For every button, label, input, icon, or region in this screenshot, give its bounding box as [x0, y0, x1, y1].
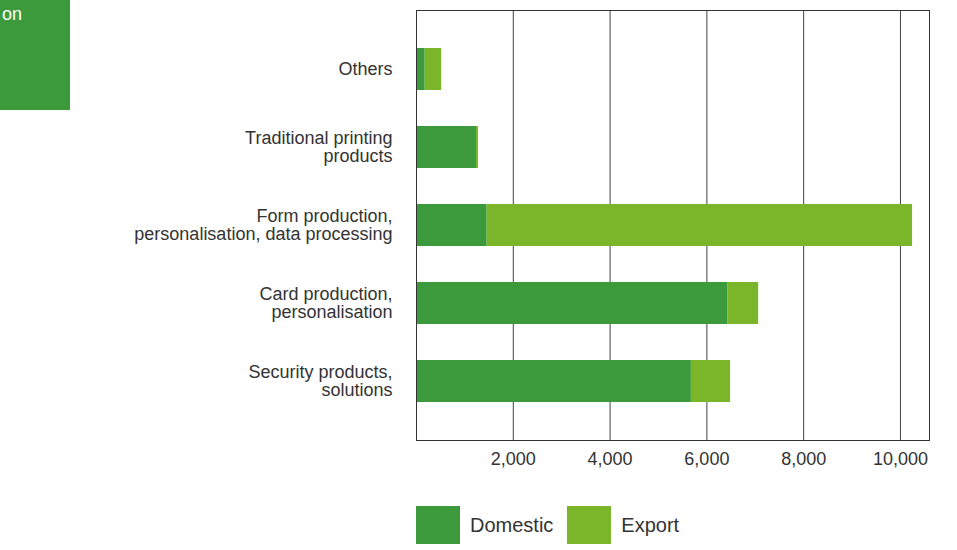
- svg-text:10,000: 10,000: [873, 449, 928, 469]
- svg-text:Traditional printingproducts: Traditional printingproducts: [245, 128, 392, 166]
- svg-text:Security products,solutions: Security products,solutions: [248, 362, 392, 400]
- svg-text:4,000: 4,000: [588, 449, 633, 469]
- svg-text:Form production,personalisatio: Form production,personalisation, data pr…: [134, 206, 392, 244]
- svg-text:2,000: 2,000: [491, 449, 536, 469]
- html-text:on: on: [2, 4, 22, 24]
- html-text:Domestic: Domestic: [470, 513, 554, 536]
- svg-text:8,000: 8,000: [781, 449, 826, 469]
- svg-text:Others: Others: [338, 59, 392, 79]
- svg-text:6,000: 6,000: [684, 449, 729, 469]
- svg-text:Card production,personalisatio: Card production,personalisation: [259, 284, 392, 322]
- html-text:Export: Export: [621, 513, 680, 536]
